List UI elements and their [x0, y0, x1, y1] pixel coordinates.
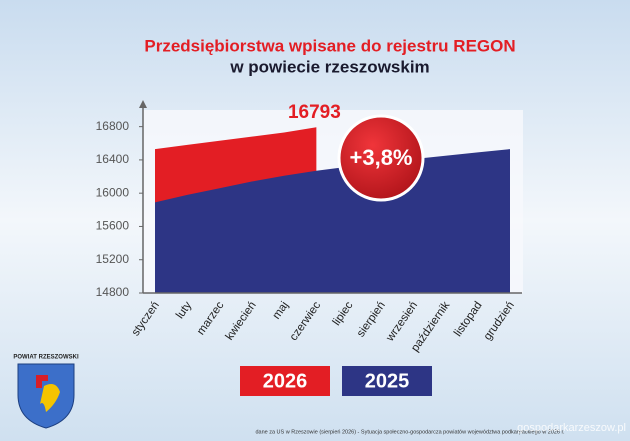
legend-label: 2026: [263, 370, 308, 392]
logo-lion: [40, 384, 60, 412]
badge: [337, 114, 425, 202]
y-tick-label: 14800: [96, 285, 130, 299]
legend-swatch: [240, 366, 330, 396]
logo-emblem: [36, 375, 48, 388]
legend-swatch: [342, 366, 432, 396]
legend-label: 2025: [365, 370, 410, 392]
y-tick-label: 16000: [96, 185, 130, 199]
logo: POWIAT RZESZOWSKI: [13, 355, 79, 429]
area: [155, 149, 510, 293]
chart-title: Przedsiębiorstwa wpisane do rejestru REG…: [144, 36, 515, 55]
badge-label: +3,8%: [350, 145, 413, 170]
y-tick-label: 15600: [96, 219, 130, 233]
chart-subtitle: w powiecie rzeszowskim: [229, 57, 429, 76]
value-label: 16793: [288, 102, 341, 123]
source-note: dane za US w Rzeszowie (sierpień 2026) -…: [255, 429, 565, 435]
axis-arrow: [139, 100, 147, 108]
logo-text: POWIAT RZESZOWSKI: [13, 355, 79, 361]
y-tick-label: 15200: [96, 252, 130, 266]
y-tick-label: 16400: [96, 152, 130, 166]
y-tick-label: 16800: [96, 119, 130, 133]
watermark: gospodarkarzeszow.pl: [517, 422, 626, 434]
